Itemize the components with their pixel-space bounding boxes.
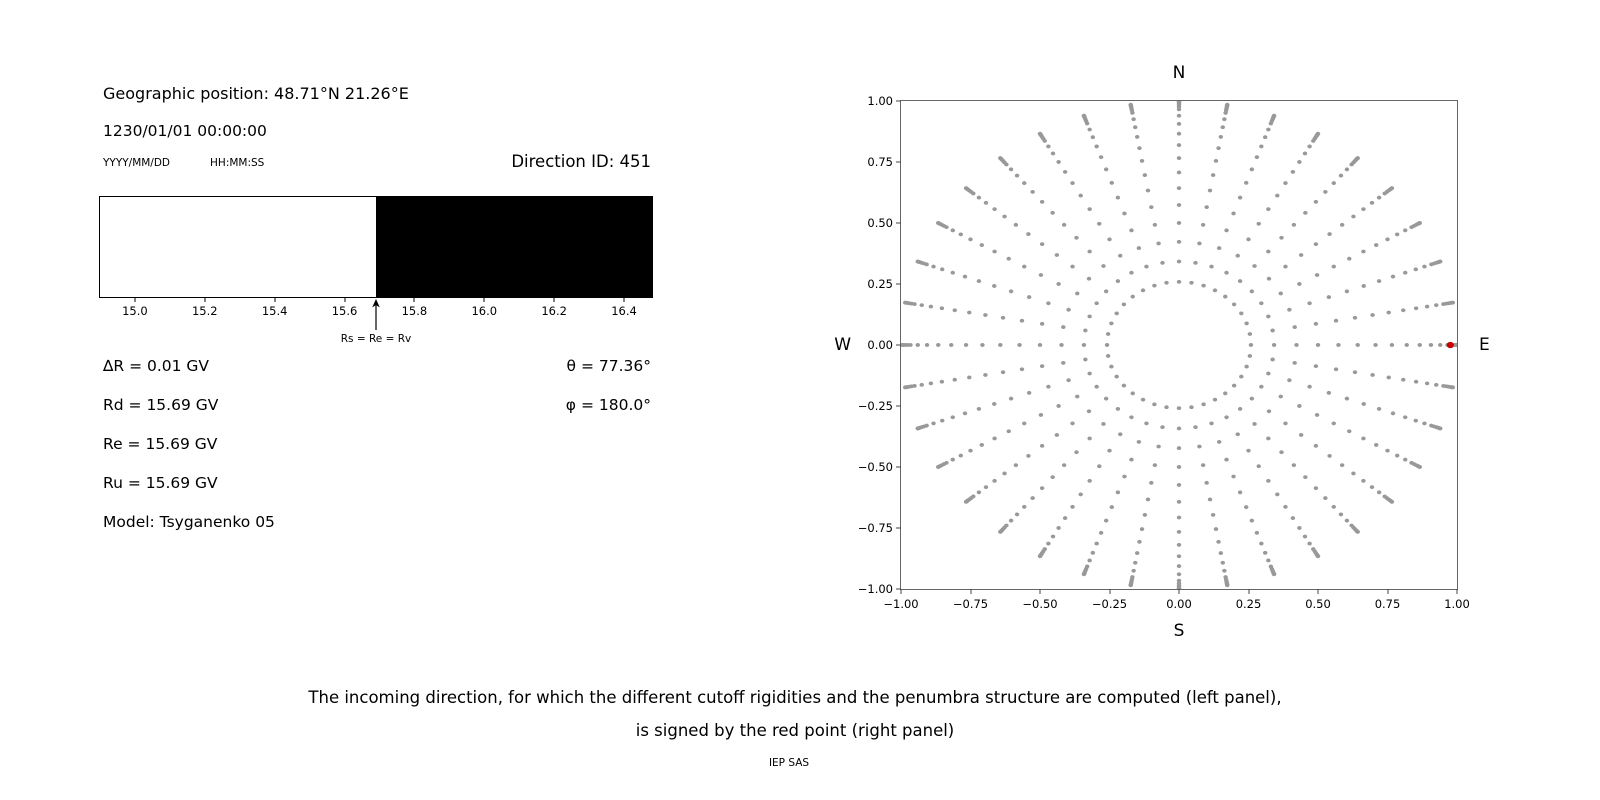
tick-mark [970,589,971,594]
tick-label: −0.25 [857,399,893,413]
geographic-position: Geographic position: 48.71°N 21.26°E [103,84,409,103]
tick-label: 15.0 [122,304,148,318]
tick-mark [1317,589,1319,594]
value-model: Model: Tsyganenko 05 [103,513,275,531]
tick-label: 16.2 [541,304,567,318]
value-ru: Ru = 15.69 GV [103,474,218,492]
tick-mark [623,298,625,302]
tick-mark [413,298,415,302]
tick-label: 0.75 [1374,597,1401,611]
value-delta-r: ∆R = 0.01 GV [103,357,210,375]
tick-label: 0.75 [867,155,893,169]
red-point [1446,341,1454,349]
compass-south-label: S [1173,621,1185,641]
tick-mark [896,100,901,102]
tick-mark [1039,589,1041,594]
penumbra-arrow-label: Rs = Re = Rv [340,333,412,345]
direction-id: Direction ID: 451 [511,152,651,171]
tick-label: −1.00 [857,582,893,596]
tick-mark [896,466,901,468]
tick-label: 16.4 [611,304,637,318]
tick-mark [896,344,901,346]
tick-mark [1248,589,1249,594]
tick-label: −0.75 [857,521,893,535]
date-format-label: YYYY/MM/DD [103,157,171,169]
tick-label: 1.00 [867,94,893,108]
time-format-label: HH:MM:SS [210,157,265,169]
tick-mark [896,588,901,590]
tick-label: 15.6 [331,304,358,318]
tick-mark [1387,589,1388,594]
tick-label: −1.00 [883,597,919,611]
value-re: Re = 15.69 GV [103,435,218,453]
tick-mark [900,589,902,594]
value-theta: θ = 77.36° [566,357,651,375]
tick-label: 16.0 [471,304,498,318]
tick-mark [896,527,901,529]
tick-label: 0.00 [867,338,893,352]
tick-mark [483,298,485,302]
tick-mark [274,298,276,302]
tick-label: 15.4 [261,304,288,318]
tick-label: 15.8 [401,304,428,318]
tick-label: −0.75 [952,597,989,611]
tick-mark [896,283,901,285]
datetime-format-labels: YYYY/MM/DD HH:MM:SS [103,157,264,169]
compass-north-label: N [1172,63,1186,83]
tick-label: −0.50 [857,460,893,474]
tick-mark [1109,589,1110,594]
penumbra-forbidden-segment [376,197,652,297]
tick-mark [896,161,901,163]
tick-mark [896,405,901,407]
tick-mark [553,298,555,302]
tick-mark [1456,589,1458,594]
datetime: 1230/01/01 00:00:00 [103,122,267,140]
tick-label: 0.25 [1235,597,1262,611]
tick-mark [134,298,136,302]
penumbra-arrow [369,299,383,331]
tick-label: 0.50 [1305,597,1331,611]
tick-mark [344,298,346,302]
tick-mark [896,222,901,224]
compass-east-label: E [1479,335,1490,355]
compass-west-label: W [834,335,851,355]
tick-label: 1.00 [1444,597,1470,611]
caption-line-1: The incoming direction, for which the di… [308,688,1282,707]
tick-label: −0.50 [1022,597,1058,611]
tick-label: 0.00 [1166,597,1192,611]
tick-label: 15.2 [191,304,218,318]
tick-label: 0.25 [867,277,893,291]
value-rd: Rd = 15.69 GV [103,396,219,414]
tick-label: −0.25 [1091,597,1128,611]
direction-grid-svg [901,101,1457,589]
credit-label: IEP SAS [768,757,810,769]
caption-line-2: is signed by the red point (right panel) [635,721,955,740]
direction-plot: N S W E −1.00 −0.75 −0.50 −0.25 0.00 0.25 0.50… [834,63,1490,641]
tick-mark [1178,589,1180,594]
tick-label: 0.50 [867,216,893,230]
value-phi: φ = 180.0° [565,396,651,414]
penumbra-bar: 15.0 15.2 15.4 15.6 15.8 16.0 16.2 16.4 Rs = Re… [99,196,653,345]
tick-mark [204,298,206,302]
arrow-up-icon [372,299,380,330]
